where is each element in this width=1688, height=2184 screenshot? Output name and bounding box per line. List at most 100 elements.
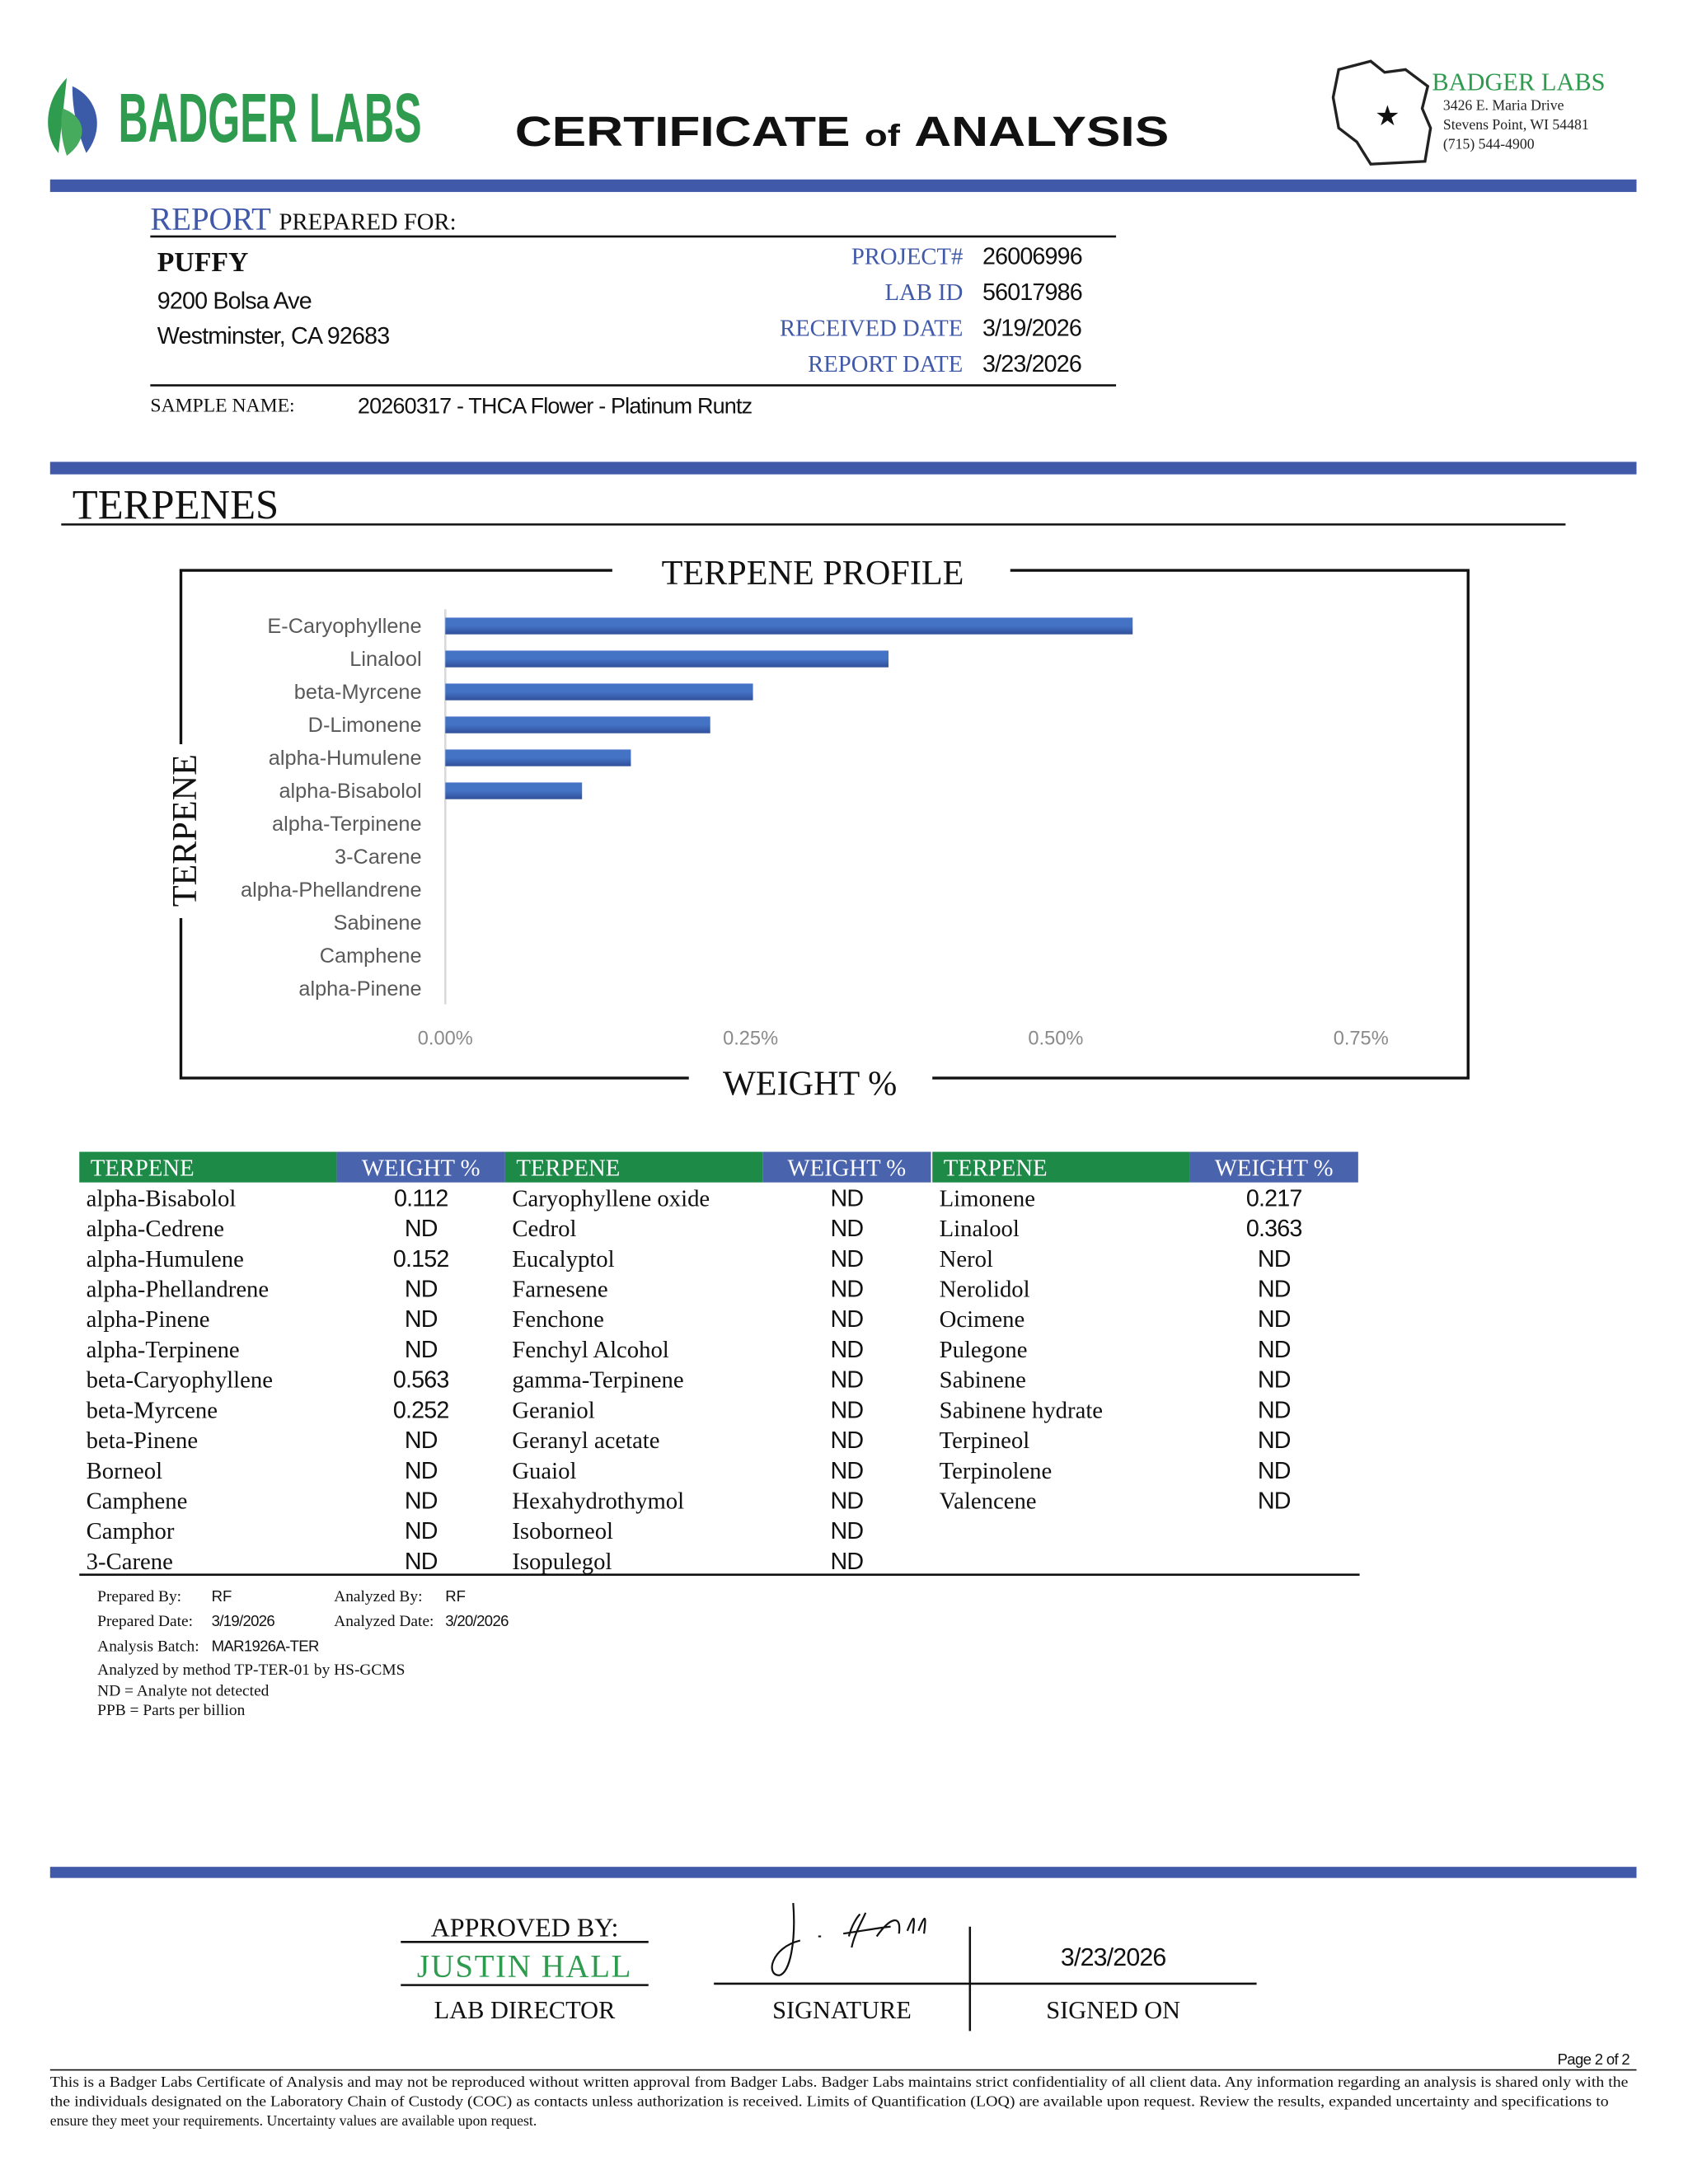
- terpene-name: Isoborneol: [512, 1518, 613, 1544]
- bar: [445, 683, 753, 701]
- header-cell: [932, 1151, 1190, 1183]
- header-label: WEIGHT %: [1215, 1155, 1334, 1181]
- y-tick-label: beta-Myrcene: [294, 681, 422, 704]
- terpene-weight: 0.152: [393, 1246, 449, 1272]
- lab-address: 3426 E. Maria Drive: [1443, 96, 1564, 113]
- terpene-name: Camphene: [87, 1488, 188, 1515]
- header-cell: [504, 1151, 763, 1183]
- terpene-name: Nerol: [940, 1246, 993, 1272]
- header-cell: [79, 1151, 337, 1183]
- terpene-name: alpha-Bisabolol: [87, 1185, 237, 1212]
- field-label: PROJECT#: [851, 244, 964, 270]
- terpene-weight: ND: [830, 1246, 863, 1272]
- terpene-name: beta-Caryophyllene: [87, 1367, 273, 1394]
- terpene-weight: ND: [830, 1367, 863, 1394]
- x-axis-label: WEIGHT %: [723, 1064, 897, 1103]
- terpene-weight: ND: [1258, 1306, 1291, 1333]
- terpene-name: alpha-Cedrene: [87, 1216, 224, 1242]
- terpene-weight: ND: [1258, 1246, 1291, 1272]
- doc-title: CERTIFICATE of ANALYSIS: [515, 108, 1170, 155]
- field-label: REPORT DATE: [808, 351, 963, 377]
- terpene-weight: ND: [830, 1488, 863, 1515]
- field-value: 26006996: [982, 244, 1082, 270]
- y-axis-label: TERPENE: [166, 754, 204, 907]
- disclaimer: the individuals designated on the Labora…: [50, 2093, 1609, 2109]
- terpene-name: Pulegone: [940, 1337, 1028, 1363]
- approver-role: LAB DIRECTOR: [434, 1996, 616, 2024]
- terpene-weight: ND: [1258, 1427, 1291, 1454]
- terpene-name: alpha-Phellandrene: [87, 1277, 269, 1303]
- header-label: TERPENE: [91, 1155, 195, 1181]
- terpene-weight: ND: [1258, 1458, 1291, 1484]
- bar: [445, 782, 583, 799]
- terpene-weight: ND: [405, 1427, 438, 1454]
- terpene-name: Caryophyllene oxide: [512, 1185, 710, 1212]
- page-number: Page 2 of 2: [1558, 2050, 1630, 2068]
- terpene-name: Limonene: [940, 1185, 1035, 1212]
- note-label: Prepared By:: [97, 1588, 181, 1605]
- terpene-weight: ND: [405, 1216, 438, 1242]
- x-tick-label: 0.00%: [418, 1029, 473, 1050]
- note-line: Analyzed by method TP-TER-01 by HS-GCMS: [97, 1661, 405, 1679]
- approver-name: JUSTIN HALL: [417, 1949, 632, 1985]
- field-value: 3/19/2026: [982, 315, 1081, 341]
- y-tick-label: alpha-Bisabolol: [279, 780, 421, 803]
- terpene-name: Terpineol: [940, 1427, 1030, 1454]
- sample-label: SAMPLE NAME:: [150, 396, 294, 417]
- lab-address: (715) 544-4900: [1443, 136, 1535, 152]
- terpene-name: Fenchone: [512, 1306, 604, 1333]
- report-fields: PROJECT# 26006996 LAB ID 56017986 RECEIVED D…: [780, 244, 1083, 377]
- terpene-weight: ND: [830, 1427, 863, 1454]
- client-name: PUFFY: [157, 247, 249, 278]
- star: ★: [1375, 101, 1400, 132]
- note-value: 3/19/2026: [212, 1612, 275, 1629]
- terpene-weight: ND: [1258, 1397, 1291, 1423]
- note-line: ND = Analyte not detected: [97, 1683, 270, 1700]
- divider-bar: [49, 179, 1637, 192]
- y-tick-label: alpha-Humulene: [269, 747, 422, 770]
- lab-address: Stevens Point, WI 54481: [1443, 116, 1589, 133]
- x-tick-label: 0.75%: [1334, 1029, 1389, 1050]
- state-outline: [1331, 59, 1432, 166]
- sample-name: 20260317 - THCA Flower - Platinum Runtz: [358, 393, 753, 418]
- terpene-name: beta-Pinene: [87, 1427, 198, 1454]
- terpene-weight: ND: [405, 1306, 438, 1333]
- field-label: LAB ID: [885, 279, 964, 306]
- terpene-name: Fenchyl Alcohol: [512, 1337, 668, 1363]
- terpene-name: Isopulegol: [512, 1549, 612, 1575]
- terpene-weight: ND: [830, 1277, 863, 1303]
- report-rest: PREPARED FOR:: [279, 209, 457, 236]
- y-tick-label: alpha-Phellandrene: [241, 879, 422, 902]
- note-value: RF: [445, 1587, 466, 1605]
- terpene-name: alpha-Terpinene: [87, 1337, 240, 1363]
- bar: [445, 716, 710, 733]
- terpene-weight: ND: [830, 1306, 863, 1333]
- terpene-name: Valencene: [940, 1488, 1037, 1515]
- field-label: RECEIVED DATE: [780, 315, 963, 341]
- terpene-weight: ND: [405, 1277, 438, 1303]
- terpene-weight: 0.563: [393, 1367, 449, 1394]
- note-line: PPB = Parts per billion: [97, 1702, 245, 1719]
- terpene-weight: ND: [830, 1518, 863, 1544]
- terpene-name: Geranyl acetate: [512, 1427, 659, 1454]
- y-tick-label: 3-Carene: [335, 846, 422, 869]
- terpene-weight: ND: [1258, 1488, 1291, 1515]
- approved-label: APPROVED BY:: [431, 1913, 619, 1943]
- y-tick-label: D-Limonene: [308, 714, 422, 737]
- terpene-name: Guaiol: [512, 1458, 576, 1484]
- y-tick-label: Linalool: [349, 648, 421, 671]
- y-tick-label: alpha-Pinene: [298, 977, 421, 1001]
- note-label: Prepared Date:: [97, 1613, 193, 1630]
- terpene-weight: ND: [830, 1397, 863, 1423]
- y-tick-label: Sabinene: [334, 912, 422, 935]
- divider-bar: [49, 1867, 1637, 1878]
- bar: [445, 617, 1133, 635]
- terpene-name: Hexahydrothymol: [512, 1488, 684, 1515]
- y-tick-label: Camphene: [320, 944, 422, 968]
- terpene-weight: ND: [1258, 1367, 1291, 1394]
- signature-label: SIGNATURE: [772, 1996, 912, 2024]
- terpene-name: Cedrol: [512, 1216, 576, 1242]
- terpene-weight: ND: [830, 1185, 863, 1212]
- terpene-weight: ND: [405, 1488, 438, 1515]
- terpene-weight: ND: [405, 1458, 438, 1484]
